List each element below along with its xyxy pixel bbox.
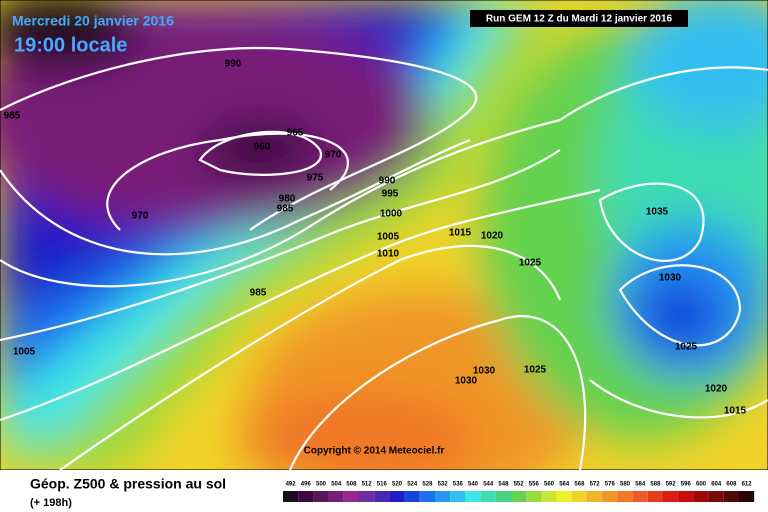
scale-label: 560 [544, 482, 555, 488]
scale-label: 492 [286, 482, 297, 488]
run-box [470, 10, 688, 27]
copyright: Copyright © 2014 Meteociel.fr [304, 446, 445, 457]
scale-swatch [541, 491, 557, 502]
scale-swatch [495, 491, 511, 502]
isobar-label: 975 [307, 173, 324, 184]
isobar-label: 1015 [724, 406, 747, 417]
isobar-label: 960 [254, 142, 271, 153]
scale-label: 568 [574, 482, 585, 488]
scale-swatch [298, 491, 314, 502]
scale-swatch [450, 491, 466, 502]
isobar-label: 1000 [380, 209, 403, 220]
forecast-time: 19:00 locale [14, 34, 127, 56]
isobar-label: 1025 [675, 342, 698, 353]
isobar-label: 1030 [659, 273, 682, 284]
footer-lead: (+ 198h) [30, 497, 72, 509]
forecast-date: Mercredi 20 janvier 2016 [12, 13, 174, 29]
scale-label: 552 [514, 482, 525, 488]
scale-label: 512 [362, 482, 373, 488]
isobar-label: 1030 [455, 376, 478, 387]
scale-swatch [313, 491, 329, 502]
scale-label: 496 [301, 482, 312, 488]
isobar-label: 1035 [646, 207, 669, 218]
scale-label: 608 [726, 482, 737, 488]
scale-swatch [739, 491, 755, 502]
isobar-label: 1030 [473, 366, 496, 377]
run-info: Run GEM 12 Z du Mardi 12 janvier 2016 [486, 14, 673, 25]
scale-label: 532 [438, 482, 449, 488]
scale-label: 536 [453, 482, 464, 488]
scale-label: 556 [529, 482, 540, 488]
scale-label: 580 [620, 482, 631, 488]
scale-swatch [404, 491, 420, 502]
scale-swatch [617, 491, 633, 502]
isobar-label: 990 [379, 176, 396, 187]
isobar-label: 1005 [377, 232, 400, 243]
scale-swatch [602, 491, 618, 502]
scale-swatch [526, 491, 542, 502]
scale-swatch [663, 491, 679, 502]
isobar-label: 985 [4, 111, 21, 122]
scale-label: 604 [711, 482, 722, 488]
isobar-label: 1020 [481, 231, 504, 242]
scale-swatch [435, 491, 451, 502]
scale-label: 520 [392, 482, 403, 488]
isobars [0, 47, 768, 471]
isobar-label: 1025 [519, 258, 542, 269]
scale-label: 576 [605, 482, 616, 488]
scale-label: 548 [498, 482, 509, 488]
isobar-label: 995 [382, 189, 399, 200]
isobar-label: 1010 [377, 249, 400, 260]
isobar-label: 965 [287, 128, 304, 139]
scale-label: 600 [696, 482, 707, 488]
scale-swatch [587, 491, 603, 502]
scale-label: 572 [590, 482, 601, 488]
scale-label: 592 [666, 482, 677, 488]
isobar-label: 985 [250, 288, 267, 299]
scale-swatch [511, 491, 527, 502]
scale-swatch [647, 491, 663, 502]
scale-swatch [480, 491, 496, 502]
isobar-label: 970 [325, 150, 342, 161]
scale-label: 564 [559, 482, 570, 488]
scale-swatch [723, 491, 739, 502]
isobar-label: 985 [277, 204, 294, 215]
scale-swatch [283, 491, 299, 502]
scale-swatch [328, 491, 344, 502]
scale-label: 504 [331, 482, 342, 488]
scale-swatch [708, 491, 724, 502]
scale-swatch [693, 491, 709, 502]
scale-swatch [359, 491, 375, 502]
scale-label: 544 [483, 482, 494, 488]
isobar-label: 990 [225, 59, 242, 70]
scale-label: 516 [377, 482, 388, 488]
scale-label: 500 [316, 482, 327, 488]
scale-swatch [374, 491, 390, 502]
scale-swatch [571, 491, 587, 502]
scale-label: 524 [407, 482, 418, 488]
isobar-label: 970 [132, 211, 149, 222]
scale-label: 528 [422, 482, 433, 488]
isobar-label: 1015 [449, 228, 472, 239]
scale-swatch [678, 491, 694, 502]
scale-label: 584 [635, 482, 646, 488]
isobar-label: 1025 [524, 365, 547, 376]
scale-swatch [556, 491, 572, 502]
scale-label: 596 [681, 482, 692, 488]
scale-label: 508 [346, 482, 357, 488]
isobar-label: 1005 [13, 347, 36, 358]
scale-label: 588 [650, 482, 661, 488]
scale-swatch [419, 491, 435, 502]
scale-label: 612 [742, 482, 753, 488]
isobar-label: 1020 [705, 384, 728, 395]
scale-swatch [465, 491, 481, 502]
scale-swatch [632, 491, 648, 502]
footer-title: Géop. Z500 & pression au sol [30, 476, 226, 492]
scale-label: 540 [468, 482, 479, 488]
isobar-label: 980 [279, 194, 296, 205]
scale-swatch [389, 491, 405, 502]
scale-swatch [343, 491, 359, 502]
